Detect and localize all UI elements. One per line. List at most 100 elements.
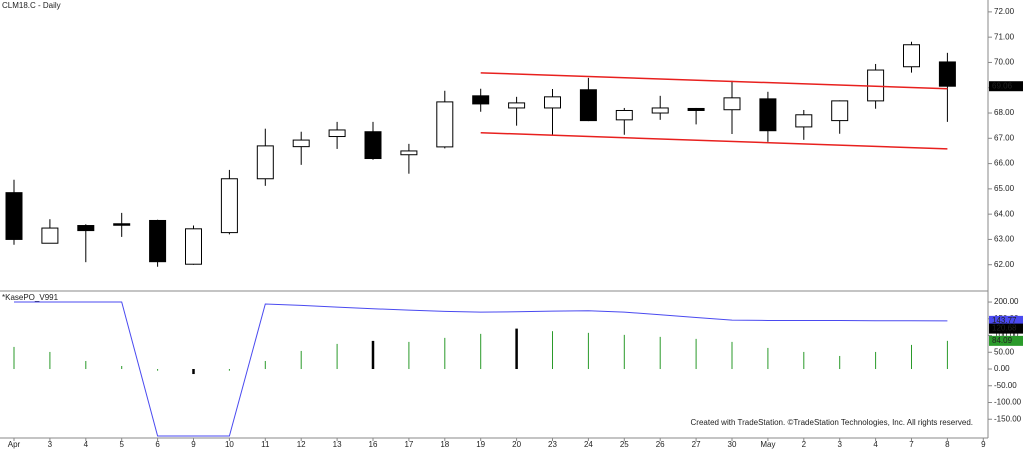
histogram-bar (515, 328, 518, 370)
histogram-bar (121, 366, 123, 370)
y-tick-label: 72.00 (994, 7, 1015, 16)
y-tick-label: -100.00 (994, 398, 1022, 407)
x-tick-label: 9 (981, 440, 986, 449)
histogram-bar (300, 350, 302, 370)
x-tick-label: 25 (620, 440, 629, 449)
x-tick-label: Apr (8, 440, 21, 449)
y-tick-label: 66.00 (994, 159, 1015, 168)
value-tag (989, 315, 1023, 326)
histogram-bar (731, 341, 733, 370)
x-tick-label: 23 (548, 440, 557, 449)
candle-body (149, 219, 167, 263)
x-tick-label: 24 (584, 440, 593, 449)
candle-body (400, 150, 418, 156)
y-tick-label: 71.00 (994, 32, 1015, 41)
histogram-bar (371, 340, 375, 370)
candle-body (328, 129, 346, 138)
candle-body (185, 228, 202, 265)
value-tag-label: 84.09 (992, 336, 1013, 345)
x-tick-label: 17 (404, 440, 413, 449)
histogram-bar (659, 336, 661, 370)
candle-body (579, 89, 597, 122)
candle-body (472, 95, 490, 105)
x-tick-label: 20 (512, 440, 521, 449)
y-tick-label: -150.00 (994, 414, 1022, 423)
x-tick-label: May (760, 440, 775, 449)
x-tick-label: 4 (873, 440, 878, 449)
x-tick-label: 30 (728, 440, 737, 449)
y-tick-label: 63.00 (994, 235, 1015, 244)
y-tick-label: 62.00 (994, 260, 1015, 269)
candle-body (831, 100, 849, 122)
y-tick-label: 200.00 (994, 297, 1019, 306)
x-tick-label: 6 (155, 440, 160, 449)
x-tick-label: 19 (476, 440, 485, 449)
histogram-bar (911, 344, 912, 370)
y-tick-label: -50.00 (994, 381, 1017, 390)
y-tick-label: 68.00 (994, 108, 1015, 117)
histogram-bar (408, 341, 410, 370)
y-tick-label: 70.00 (994, 58, 1015, 67)
x-tick-label: 11 (261, 440, 270, 449)
histogram-bar (587, 332, 589, 370)
x-tick-label: 13 (333, 440, 342, 449)
candle-body (77, 225, 95, 232)
value-tag-label: 120.68 (992, 324, 1017, 333)
indicator-line (14, 301, 948, 437)
histogram-bar (875, 351, 877, 370)
histogram-bar (85, 360, 87, 370)
y-tick-label: 67.00 (994, 133, 1015, 142)
histogram-bar (767, 347, 769, 370)
x-tick-label: 3 (48, 440, 53, 449)
trendline (480, 72, 948, 90)
histogram-bar (803, 351, 805, 370)
histogram-bar (695, 338, 697, 370)
histogram-bar (192, 369, 195, 375)
histogram-bar (480, 333, 482, 370)
histogram-bar (13, 346, 15, 370)
candle-body (256, 145, 274, 180)
candle-body (651, 107, 669, 114)
x-tick-label: 18 (440, 440, 449, 449)
candle-body (795, 114, 813, 128)
candle-body (508, 102, 526, 109)
candle-body (544, 96, 561, 109)
indicator-title: *KasePO_V991 (2, 293, 59, 302)
candle-body (5, 192, 23, 240)
value-tag (989, 323, 1023, 334)
x-tick-label: 3 (837, 440, 842, 449)
candle-body (723, 97, 741, 111)
candle-body (759, 98, 777, 132)
y-tick-label: 100.00 (994, 331, 1019, 340)
value-tag-label: 143.77 (992, 316, 1017, 325)
value-tag (989, 335, 1023, 346)
x-tick-label: 9 (191, 440, 196, 449)
y-tick-label: 50.00 (994, 347, 1015, 356)
histogram-bar (49, 351, 51, 370)
candle-body (113, 223, 131, 226)
x-tick-label: 8 (945, 440, 950, 449)
candle-body (364, 131, 382, 160)
candle-body (436, 101, 454, 148)
candle-body (687, 107, 705, 111)
histogram-bar (228, 369, 230, 371)
candle-body (615, 109, 633, 121)
histogram-bar (552, 331, 553, 370)
y-tick-label: 64.00 (994, 209, 1015, 218)
y-tick-label: 65.00 (994, 184, 1015, 193)
candle-body (938, 61, 956, 87)
histogram-bar (623, 334, 625, 370)
histogram-bar (444, 337, 446, 370)
candle-body (41, 227, 59, 244)
x-tick-label: 16 (369, 440, 378, 449)
chart-title: CLM18.C - Daily (2, 1, 61, 10)
candle-body (292, 139, 310, 148)
trendline (480, 131, 948, 150)
price-tag (989, 81, 1023, 92)
histogram-bar (946, 340, 948, 370)
histogram-bar (264, 360, 266, 370)
x-tick-label: 26 (656, 440, 665, 449)
x-tick-label: 12 (297, 440, 306, 449)
x-tick-label: 5 (119, 440, 124, 449)
